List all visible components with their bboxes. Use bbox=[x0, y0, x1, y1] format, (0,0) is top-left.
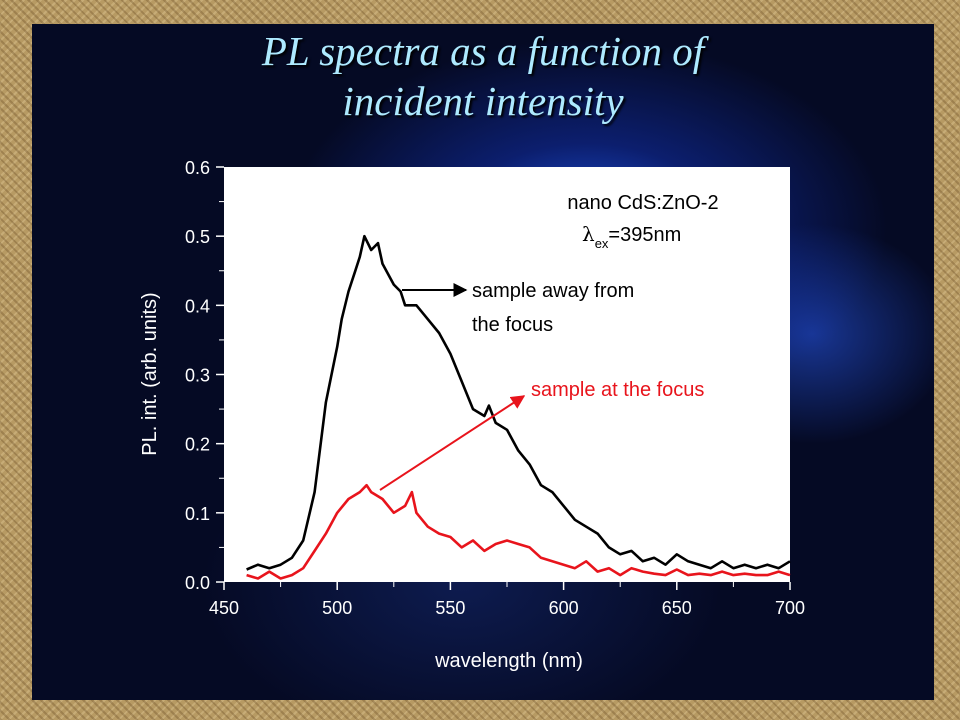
plot-area bbox=[224, 167, 790, 582]
series-layer bbox=[246, 234, 791, 580]
series-away-from-focus-line bbox=[246, 234, 791, 571]
x-tick-label: 500 bbox=[322, 598, 352, 618]
y-tick-label: 0.6 bbox=[185, 158, 210, 178]
x-tick-label: 650 bbox=[662, 598, 692, 618]
y-tick-label: 0.1 bbox=[185, 504, 210, 524]
y-axis-title: PL. int. (arb. units) bbox=[139, 292, 161, 455]
lambda-value: =395nm bbox=[608, 224, 681, 246]
lambda-subscript: ex bbox=[595, 236, 609, 251]
x-tick-label: 550 bbox=[435, 598, 465, 618]
y-tick-label: 0.2 bbox=[185, 435, 210, 455]
axes: 450 500 550 600 650 700 0.0 0.1 0.2 0.3 0.4 0.5 0.6 bbox=[185, 158, 805, 618]
focus-label: sample at the focus bbox=[531, 379, 704, 401]
x-tick-label: 450 bbox=[209, 598, 239, 618]
x-tick-label: 700 bbox=[775, 598, 805, 618]
y-tick-label: 0.4 bbox=[185, 296, 210, 316]
away-label-line1: sample away from bbox=[472, 280, 634, 302]
series-at-focus-line bbox=[246, 483, 791, 580]
lambda-symbol: λ bbox=[582, 222, 595, 246]
y-tick-label: 0.3 bbox=[185, 366, 210, 386]
x-axis-title: wavelength (nm) bbox=[434, 650, 583, 672]
excitation-label: λex=395nm bbox=[582, 222, 681, 251]
x-tick-label: 600 bbox=[549, 598, 579, 618]
y-tick-label: 0.5 bbox=[185, 227, 210, 247]
away-label-line2: the focus bbox=[472, 314, 553, 336]
title-line-2: incident intensity bbox=[342, 78, 624, 124]
focus-arrow bbox=[379, 395, 526, 491]
y-tick-label: 0.0 bbox=[185, 573, 210, 593]
title-line-1: PL spectra as a function of bbox=[261, 28, 705, 74]
sample-name-label: nano CdS:ZnO-2 bbox=[567, 192, 718, 214]
slide-title: PL spectra as a function of incident int… bbox=[32, 26, 934, 126]
